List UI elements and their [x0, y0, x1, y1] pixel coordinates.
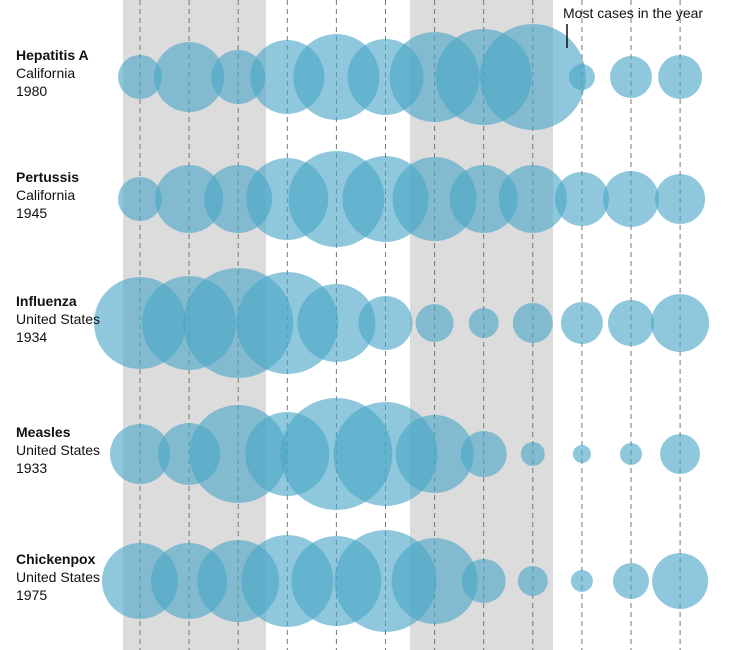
series-location: California: [16, 65, 75, 81]
bubble: [118, 177, 162, 221]
bubble: [395, 415, 474, 493]
bubble: [110, 424, 170, 484]
series-name: Chickenpox: [16, 551, 96, 567]
annotation: Most cases in the year: [563, 5, 703, 21]
bubble: [660, 434, 701, 474]
bubble: [560, 302, 603, 344]
series-location: United States: [16, 569, 100, 585]
bubble: [568, 64, 595, 90]
bubble: [620, 443, 642, 465]
bubble: [118, 55, 162, 99]
series-year: 1934: [16, 329, 47, 345]
series-year: 1975: [16, 587, 47, 603]
bubble: [449, 165, 518, 233]
series-name: Pertussis: [16, 169, 79, 185]
bubble: [498, 165, 567, 233]
bubble: [460, 431, 507, 477]
bubble: [572, 445, 591, 463]
bubble: [608, 300, 654, 346]
series-year: 1945: [16, 205, 47, 221]
bubble: [512, 303, 553, 343]
series-location: California: [16, 187, 75, 203]
bubble: [517, 566, 548, 596]
bubble: [603, 171, 659, 227]
bubble: [479, 24, 586, 130]
bubble: [651, 294, 710, 352]
bubble: [570, 570, 593, 592]
bubble: [658, 55, 703, 99]
bubble: [154, 42, 225, 112]
bubble: [554, 172, 609, 226]
bubble: [468, 308, 499, 338]
bubble: [358, 296, 413, 350]
bubble: [610, 56, 652, 98]
bubble: [520, 442, 545, 466]
bubble: [391, 538, 478, 624]
series-location: United States: [16, 442, 100, 458]
series-year: 1980: [16, 83, 47, 99]
bubble: [297, 284, 376, 362]
series-name: Influenza: [16, 293, 77, 309]
bubble: [155, 165, 224, 233]
bubble: [392, 157, 477, 241]
bubble: [652, 553, 709, 609]
bubble: [613, 563, 649, 599]
bubbles: [94, 24, 710, 632]
row-labels: Hepatitis A California 1980 Pertussis Califo…: [16, 47, 100, 603]
bubble: [461, 559, 506, 603]
series-name: Measles: [16, 424, 71, 440]
series-location: United States: [16, 311, 100, 327]
series-year: 1933: [16, 460, 47, 476]
bubble: [415, 304, 454, 342]
bubble: [211, 50, 266, 104]
series-name: Hepatitis A: [16, 47, 89, 63]
bubble: [655, 174, 706, 224]
